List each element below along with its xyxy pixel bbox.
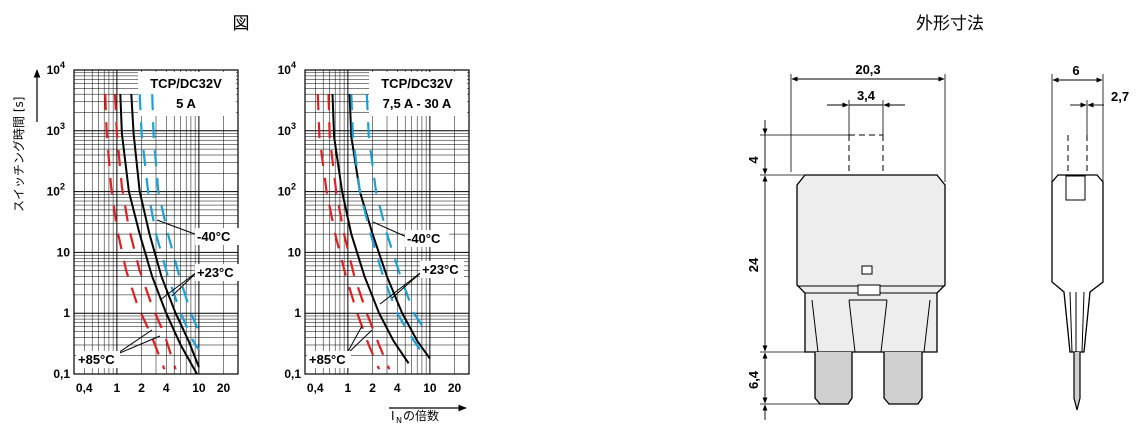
annotation-bg xyxy=(76,351,120,368)
x-tick-label: 10 xyxy=(423,381,437,395)
series-line xyxy=(316,94,381,370)
chart-5a: TCP/DC32V 5 A -40°C +23°C +85°C 0,4 1 2 4 10 20 0,1… xyxy=(47,60,239,395)
x-tick-label: 2 xyxy=(369,381,376,395)
y-tick-label: 10 xyxy=(288,245,302,259)
annotation-label: +23°C xyxy=(197,265,234,280)
chart-subtitle: 7,5 A - 30 A xyxy=(383,96,452,111)
annotation-bg xyxy=(195,264,239,281)
body-side-lines xyxy=(811,299,931,353)
fuse-body xyxy=(796,174,946,353)
y-tick-label: 102 xyxy=(47,182,65,199)
dim-terminal-top-height: 4 xyxy=(746,156,761,164)
x-axis-label: I N の倍数 xyxy=(389,404,467,425)
annotation-leader xyxy=(345,325,363,356)
side-terminal-hidden xyxy=(1067,135,1088,175)
x-tick-label: 10 xyxy=(192,381,206,395)
dim-front-width: 20,3 xyxy=(855,62,880,77)
x-tick-label: 0,4 xyxy=(307,381,324,395)
title-diagram: 図 xyxy=(233,14,250,34)
top-terminal-hidden xyxy=(848,134,884,175)
body-notch xyxy=(857,284,881,296)
dim-side-width: 6 xyxy=(1072,63,1079,78)
chart-subtitle: 5 A xyxy=(176,96,196,111)
annotation-leader xyxy=(159,271,198,301)
side-view xyxy=(1051,74,1104,411)
reset-marker xyxy=(861,265,873,275)
x-tick-label: 20 xyxy=(448,381,462,395)
series-line xyxy=(113,94,177,370)
y-tick-label: 103 xyxy=(47,121,65,138)
annotation-label: +85°C xyxy=(78,352,115,367)
x-tick-label: 1 xyxy=(114,381,121,395)
series-line xyxy=(327,94,391,370)
annotation-label: -40°C xyxy=(197,229,231,244)
side-terminal xyxy=(1073,352,1081,411)
annotation-label: +23°C xyxy=(422,262,459,277)
series-line xyxy=(348,94,431,360)
bottom-terminal-right xyxy=(883,352,923,405)
dim-body-height: 24 xyxy=(746,257,761,272)
front-view xyxy=(760,74,946,420)
x-tick-label: 4 xyxy=(394,381,401,395)
series-line xyxy=(138,94,200,351)
annotation-bg xyxy=(195,228,239,245)
annotation-leader xyxy=(171,271,198,297)
annotation-bg xyxy=(307,351,351,368)
body-center-panel xyxy=(848,299,888,353)
y-tick-label: 10 xyxy=(57,245,71,259)
x-tick-label: 20 xyxy=(217,381,231,395)
y-tick-label: 1 xyxy=(294,306,301,320)
y-tick-label: 104 xyxy=(47,60,65,77)
annotation-leader xyxy=(114,329,153,356)
annotation-bg xyxy=(420,261,464,278)
y-tick-label: 0,1 xyxy=(53,367,70,381)
series-line xyxy=(151,94,200,332)
annotation-label: -40°C xyxy=(407,231,441,246)
y-tick-label: 103 xyxy=(278,121,296,138)
annotation-leader xyxy=(156,219,201,237)
plot-frame xyxy=(304,69,470,375)
side-body-lines xyxy=(1069,291,1085,353)
x-axis-subscript: N xyxy=(396,416,402,425)
dim-terminal-bottom-height: 6,4 xyxy=(746,370,761,389)
chart-7-5a-30a: TCP/DC32V 7,5 A - 30 A -40°C +23°C +85°C 0,4 1… xyxy=(278,60,470,395)
series-line xyxy=(331,94,410,364)
annotation-leader xyxy=(372,221,410,239)
annotation-leader xyxy=(114,335,161,356)
title-box xyxy=(369,72,467,116)
x-tick-label: 4 xyxy=(163,381,170,395)
plot-frame xyxy=(73,69,239,375)
series-line xyxy=(119,94,198,375)
dim-terminal-width: 3,4 xyxy=(857,88,876,103)
y-tick-label: 0,1 xyxy=(284,367,301,381)
x-tick-label: 2 xyxy=(138,381,145,395)
y-tick-label: 102 xyxy=(278,182,296,199)
annotation-leader xyxy=(379,269,425,305)
x-axis-symbol: I xyxy=(391,409,395,423)
series-line xyxy=(130,94,200,368)
side-body xyxy=(1051,174,1104,353)
x-axis-label-text: の倍数 xyxy=(403,408,439,423)
y-tick-label: 1 xyxy=(63,306,70,320)
title-dimensions: 外形寸法 xyxy=(916,14,984,34)
chart-title: TCP/DC32V xyxy=(150,76,222,91)
annotation-label: +85°C xyxy=(309,352,346,367)
x-tick-label: 0,4 xyxy=(76,381,93,395)
annotation-bg xyxy=(405,230,449,247)
side-window xyxy=(1065,175,1086,201)
x-tick-label: 1 xyxy=(345,381,352,395)
series-line xyxy=(365,94,429,335)
chart-title: TCP/DC32V xyxy=(381,76,453,91)
y-axis-label: スイッチング時間 [s] xyxy=(12,97,26,212)
title-box xyxy=(138,72,236,116)
y-tick-label: 104 xyxy=(278,60,296,77)
bottom-terminal-left xyxy=(814,352,853,405)
dim-side-terminal: 2,7 xyxy=(1111,89,1129,104)
annotation-leader xyxy=(345,329,373,356)
